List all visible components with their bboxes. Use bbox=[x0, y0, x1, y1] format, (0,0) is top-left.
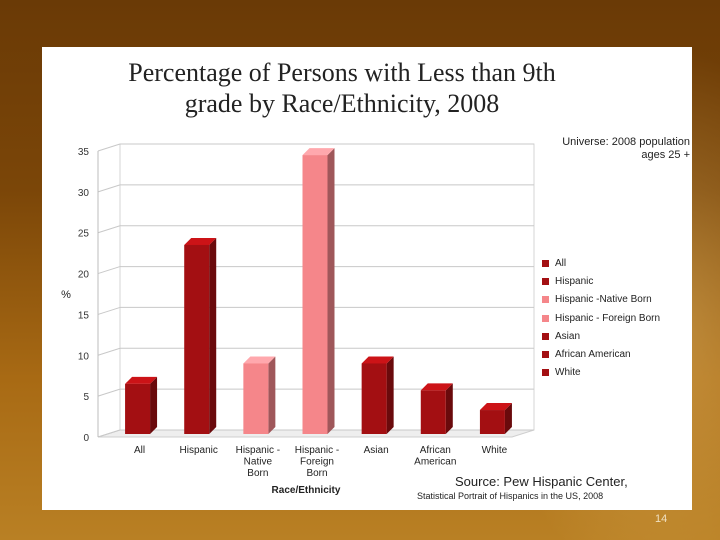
legend-label: Hispanic bbox=[555, 275, 594, 287]
legend-label: Hispanic -Native Born bbox=[555, 294, 652, 306]
legend-swatch bbox=[542, 277, 549, 285]
legend-item: African American bbox=[542, 345, 692, 363]
x-tick-label: Born bbox=[247, 468, 268, 479]
chart-legend: All Hispanic Hispanic -Native Born Hispanic… bbox=[542, 254, 692, 382]
bar-side bbox=[386, 356, 394, 434]
x-tick-label: African bbox=[420, 445, 451, 456]
title-line-2: grade by Race/Ethnicity, 2008 bbox=[184, 89, 500, 118]
legend-label: All bbox=[555, 257, 567, 269]
legend-item: Hispanic - Foreign Born bbox=[542, 309, 692, 327]
bar-top bbox=[420, 383, 453, 391]
x-axis-label: Race/Ethnicity bbox=[272, 485, 341, 496]
x-tick-label: Born bbox=[306, 468, 327, 479]
y-axis-label: % bbox=[61, 289, 71, 301]
legend-swatch bbox=[542, 314, 549, 322]
bar bbox=[420, 390, 446, 434]
title-line-1: Percentage of Persons with Less than 9th bbox=[128, 58, 556, 87]
bar bbox=[243, 363, 269, 434]
page-number: 14 bbox=[655, 513, 668, 525]
universe-note: Universe: 2008 population ages 25 + bbox=[530, 136, 690, 162]
y-tick-label: 30 bbox=[78, 188, 90, 199]
bar-side bbox=[150, 376, 158, 434]
x-tick-label: Hispanic bbox=[180, 445, 218, 456]
x-tick-label: Foreign bbox=[300, 457, 334, 468]
bar bbox=[302, 155, 328, 434]
x-tick-label: Asian bbox=[364, 445, 389, 456]
source-note: Source: Pew Hispanic Center, Statistical… bbox=[417, 474, 687, 501]
source-line-1: Source: Pew Hispanic Center, bbox=[455, 474, 628, 489]
bar-top bbox=[184, 237, 217, 245]
legend-item: Hispanic -Native Born bbox=[542, 291, 692, 309]
bar-side bbox=[327, 148, 335, 434]
universe-line-1: Universe: 2008 population bbox=[562, 136, 690, 148]
source-line-2: Statistical Portrait of Hispanics in the… bbox=[417, 491, 604, 501]
x-tick-label: Native bbox=[244, 457, 273, 468]
gridline-depth bbox=[97, 388, 121, 397]
legend-swatch bbox=[542, 296, 549, 304]
legend-label: Asian bbox=[555, 330, 581, 342]
y-tick-label: 20 bbox=[78, 270, 90, 281]
bar-top bbox=[125, 376, 158, 384]
y-tick-label: 5 bbox=[83, 392, 89, 403]
gridline-depth bbox=[97, 347, 121, 356]
y-tick-label: 25 bbox=[78, 229, 90, 240]
universe-line-2: ages 25 + bbox=[641, 149, 690, 161]
x-tick-label: Hispanic - bbox=[295, 445, 339, 456]
gridline-depth bbox=[97, 429, 121, 438]
bar bbox=[125, 383, 151, 434]
gridline-depth bbox=[97, 184, 121, 193]
y-tick-label: 35 bbox=[78, 147, 90, 158]
x-tick-label: Hispanic - bbox=[236, 445, 280, 456]
bar bbox=[361, 363, 387, 434]
bar-top bbox=[361, 356, 394, 364]
legend-swatch bbox=[542, 351, 549, 359]
legend-swatch bbox=[542, 259, 549, 267]
legend-item: Asian bbox=[542, 327, 692, 345]
bar-top bbox=[302, 148, 335, 156]
legend-label: White bbox=[555, 367, 581, 379]
gridline-depth bbox=[97, 266, 121, 275]
x-tick-label: American bbox=[414, 457, 456, 468]
legend-label: Hispanic - Foreign Born bbox=[555, 312, 661, 324]
bar-side bbox=[504, 403, 512, 434]
legend-swatch bbox=[542, 332, 549, 340]
slide-title: Percentage of Persons with Less than 9th… bbox=[42, 57, 642, 119]
y-tick-label: 15 bbox=[78, 310, 90, 321]
x-tick-label: All bbox=[134, 445, 145, 456]
bar-top bbox=[243, 356, 276, 364]
x-tick-label: White bbox=[482, 445, 508, 456]
bar-side bbox=[268, 356, 276, 434]
y-tick-label: 0 bbox=[83, 433, 89, 444]
bar-side bbox=[445, 383, 453, 434]
legend-item: White bbox=[542, 364, 692, 382]
legend-item: All bbox=[542, 254, 692, 272]
bar bbox=[184, 244, 210, 434]
bar-side bbox=[209, 237, 217, 434]
legend-label: African American bbox=[555, 349, 631, 361]
legend-item: Hispanic bbox=[542, 272, 692, 290]
bar-top bbox=[479, 403, 512, 411]
legend-swatch bbox=[542, 369, 549, 377]
slide-panel: Percentage of Persons with Less than 9th… bbox=[42, 47, 692, 510]
bar bbox=[479, 410, 505, 434]
gridline-depth bbox=[97, 143, 121, 152]
gridline-depth bbox=[97, 225, 121, 234]
gridline-depth bbox=[97, 306, 121, 315]
y-tick-label: 10 bbox=[78, 351, 90, 362]
